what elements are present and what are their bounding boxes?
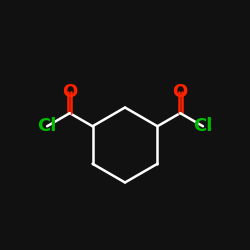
Text: O: O	[62, 83, 78, 101]
Text: O: O	[172, 83, 188, 101]
Text: Cl: Cl	[193, 117, 213, 135]
Text: Cl: Cl	[37, 117, 57, 135]
